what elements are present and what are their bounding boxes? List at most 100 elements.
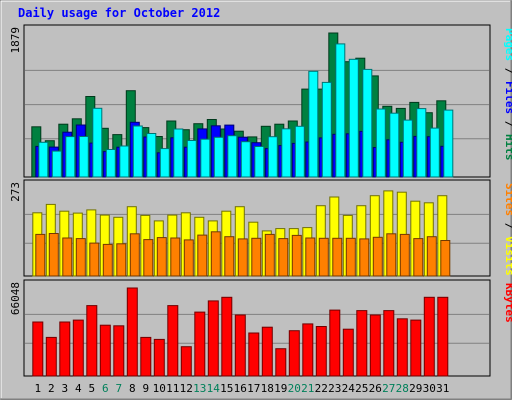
panel-1-legend: Pages / Files / Hits: [503, 28, 512, 161]
bar-pages-day-15: [227, 135, 238, 178]
bar-pages-day-13: [200, 138, 211, 178]
legend-separator: /: [503, 61, 512, 81]
bar-kbytes-day-26: [369, 314, 381, 377]
bar-pages-day-25: [362, 68, 373, 178]
bar-kbytes-day-16: [234, 314, 246, 377]
x-tick-label-day-14: 14: [207, 382, 221, 395]
bar-kbytes-day-6: [99, 324, 111, 377]
bar-pages-day-27: [389, 112, 400, 178]
x-axis-labels: 1 2 3 4 5 6 7 8 9 10 11 12 13 14 15 16 17 18 19 20 21 22 23 24 2…: [34, 382, 449, 395]
bar-sites-day-5: [89, 242, 100, 277]
bar-sites-day-24: [345, 237, 356, 277]
bar-kbytes-day-15: [221, 296, 233, 377]
x-tick-label-day-1: 1: [34, 382, 41, 395]
x-tick-label-day-29: 29: [409, 382, 422, 395]
bar-sites-day-15: [224, 236, 235, 277]
bar-sites-day-31: [440, 240, 451, 277]
bar-kbytes-day-4: [72, 319, 84, 377]
x-tick-label-day-19: 19: [274, 382, 287, 395]
bar-pages-day-10: [159, 148, 170, 178]
bar-kbytes-day-23: [329, 309, 341, 377]
bar-kbytes-day-9: [140, 336, 152, 377]
bar-pages-day-18: [267, 136, 278, 178]
bar-kbytes-day-2: [45, 336, 57, 377]
panel-2-max-label: 273: [9, 182, 22, 202]
legend-entry-pages: Pages: [503, 28, 512, 61]
bar-sites-day-9: [143, 239, 154, 277]
x-tick-label-day-22: 22: [315, 382, 328, 395]
legend-entry-visits: Visits: [503, 236, 512, 276]
bar-pages-day-29: [416, 108, 427, 178]
panel-2: 273 Sites / Visits: [9, 179, 512, 277]
bar-kbytes-day-25: [356, 310, 368, 377]
x-tick-label-day-12: 12: [180, 382, 193, 395]
bar-sites-day-26: [372, 236, 383, 277]
x-tick-label-day-28: 28: [396, 382, 409, 395]
bar-kbytes-day-12: [180, 346, 192, 377]
bar-sites-day-1: [35, 233, 46, 277]
panel-3-legend: KBytes: [503, 283, 512, 323]
legend-entry-kbytes: KBytes: [503, 283, 512, 323]
x-tick-label-day-20: 20: [288, 382, 301, 395]
bar-kbytes-day-10: [153, 338, 165, 377]
bar-pages-day-22: [321, 81, 332, 178]
bar-kbytes-day-3: [59, 321, 71, 377]
bar-kbytes-day-22: [315, 326, 327, 377]
x-tick-label-day-25: 25: [355, 382, 368, 395]
legend-entry-sites: Sites: [503, 183, 512, 216]
bar-kbytes-day-11: [167, 305, 179, 377]
series-sites: [35, 231, 451, 277]
bar-sites-day-8: [129, 233, 140, 277]
x-tick-label-day-13: 13: [193, 382, 206, 395]
bar-kbytes-day-29: [410, 319, 422, 377]
bar-kbytes-day-30: [423, 296, 435, 377]
bar-kbytes-day-21: [302, 323, 314, 377]
bar-pages-day-8: [132, 125, 143, 178]
bar-kbytes-day-27: [383, 310, 395, 377]
bar-kbytes-day-18: [261, 326, 273, 377]
bar-pages-day-1: [38, 141, 49, 178]
legend-entry-files: Files: [503, 81, 512, 114]
bar-pages-day-31: [443, 109, 454, 178]
bar-pages-day-14: [213, 136, 224, 178]
x-tick-label-day-11: 11: [166, 382, 179, 395]
bar-sites-day-4: [75, 238, 86, 277]
bar-pages-day-23: [335, 43, 346, 178]
bar-pages-day-9: [146, 133, 157, 178]
bar-pages-day-16: [240, 141, 251, 178]
bar-kbytes-day-1: [32, 321, 44, 377]
bar-pages-day-19: [281, 128, 292, 178]
x-tick-label-day-24: 24: [342, 382, 356, 395]
bar-pages-day-17: [254, 146, 265, 178]
bar-sites-day-25: [359, 238, 370, 277]
bar-pages-day-11: [173, 128, 184, 178]
x-tick-label-day-17: 17: [247, 382, 260, 395]
bar-sites-day-11: [170, 237, 181, 277]
bar-sites-day-2: [48, 233, 59, 277]
x-tick-label-day-18: 18: [261, 382, 274, 395]
x-tick-label-day-5: 5: [88, 382, 95, 395]
bar-pages-day-4: [78, 136, 89, 178]
bar-kbytes-day-20: [288, 330, 300, 377]
bar-kbytes-day-28: [396, 318, 408, 377]
legend-separator: /: [503, 114, 512, 134]
x-tick-label-day-23: 23: [328, 382, 341, 395]
bar-sites-day-6: [102, 243, 113, 277]
bar-kbytes-day-5: [86, 305, 98, 377]
x-tick-label-day-3: 3: [61, 382, 68, 395]
bar-pages-day-12: [186, 140, 197, 178]
bar-sites-day-20: [291, 234, 302, 277]
x-tick-label-day-9: 9: [142, 382, 149, 395]
bar-sites-day-29: [413, 238, 424, 277]
x-tick-label-day-8: 8: [129, 382, 136, 395]
bar-sites-day-23: [332, 237, 343, 277]
panel-3-max-label: 66048: [9, 282, 22, 315]
bar-sites-day-13: [197, 234, 208, 277]
panel-1-max-label: 1879: [9, 27, 22, 54]
x-tick-label-day-15: 15: [220, 382, 233, 395]
bar-sites-day-14: [210, 231, 221, 277]
x-tick-label-day-4: 4: [75, 382, 82, 395]
bar-kbytes-day-31: [437, 296, 449, 377]
